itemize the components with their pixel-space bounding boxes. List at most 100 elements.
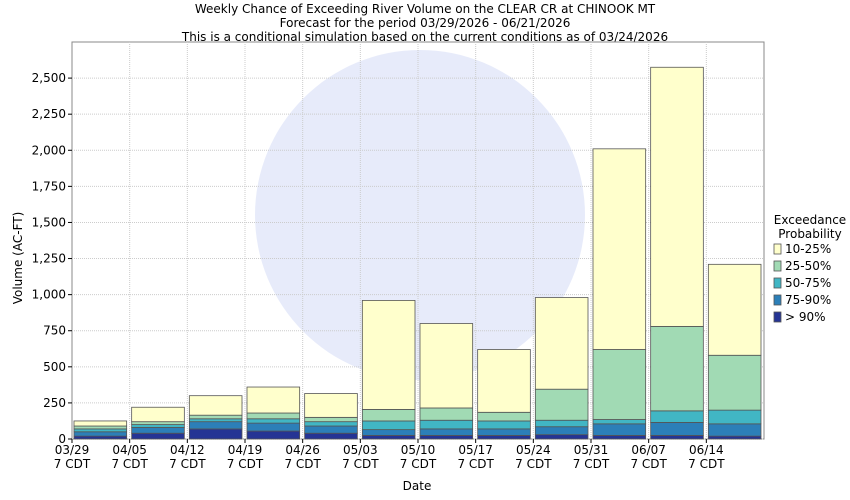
x-tick-label: 04/05 7 CDT [111, 443, 148, 471]
y-tick-label: 750 [43, 324, 66, 338]
x-tick-label: 03/29 7 CDT [54, 443, 91, 471]
bar-segment [131, 427, 185, 434]
bar-segment [650, 410, 704, 423]
bar-segment [419, 428, 474, 436]
y-tick-label: 250 [43, 396, 66, 410]
bar-segment [419, 419, 474, 430]
x-tick-label: 05/17 7 CDT [457, 443, 494, 471]
bar-segment [246, 386, 301, 414]
bar-segment [477, 428, 531, 436]
legend-label: 50-75% [785, 276, 831, 290]
bar-segment [361, 420, 416, 431]
bar-segment [131, 424, 185, 428]
bar-segment [304, 393, 358, 418]
x-tick-label: 04/19 7 CDT [227, 443, 264, 471]
x-tick-label: 06/14 7 CDT [688, 443, 725, 471]
bar-segment [188, 421, 243, 430]
x-tick-label: 05/31 7 CDT [573, 443, 610, 471]
legend-label: 75-90% [785, 293, 831, 307]
bar-segment [534, 434, 589, 440]
bar-segment [477, 434, 531, 440]
legend-swatch [773, 277, 782, 289]
bar-segment [592, 423, 647, 436]
bar-segment [419, 407, 474, 421]
legend-label: 25-50% [785, 259, 831, 273]
bar-segment [707, 263, 762, 356]
bar-segment [707, 435, 762, 440]
y-axis-label: Volume (AC-FT) [11, 212, 25, 305]
bar-segment [592, 349, 647, 420]
bar-segment [73, 435, 128, 440]
legend-swatch [773, 294, 782, 306]
bar-segment [592, 419, 647, 425]
y-tick-label: 0 [58, 432, 66, 446]
bar-segment [650, 325, 704, 412]
bar-segment [131, 421, 185, 425]
bar-segment [304, 425, 358, 434]
bar-segment [707, 423, 762, 437]
x-tick-label: 04/26 7 CDT [284, 443, 321, 471]
bar-segment [361, 429, 416, 436]
bar-segment [131, 432, 185, 440]
bar-segment [304, 432, 358, 440]
legend-title: Exceedance Probability [774, 213, 846, 241]
bar-segment [188, 418, 243, 423]
legend-swatch [773, 260, 782, 272]
bar-segment [650, 421, 704, 436]
bar-segment [188, 428, 243, 440]
bar-segment [188, 414, 243, 420]
bar-segment [707, 354, 762, 411]
chart-title: Weekly Chance of Exceeding River Volume … [181, 2, 668, 44]
bar-segment [419, 323, 474, 409]
bar-segment [534, 426, 589, 436]
x-tick-label: 06/07 7 CDT [630, 443, 667, 471]
legend-swatch [773, 243, 782, 255]
bar-segment [534, 297, 589, 390]
bar-segment [650, 434, 704, 440]
bar-segment [73, 431, 128, 437]
bar-segment [304, 421, 358, 427]
y-tick-label: 500 [43, 360, 66, 374]
y-tick-label: 1,250 [32, 252, 66, 266]
y-tick-label: 1,000 [32, 288, 66, 302]
bar-segment [73, 425, 128, 430]
y-tick-label: 2,500 [32, 71, 66, 85]
bar-segment [188, 395, 243, 416]
y-tick-label: 2,000 [32, 143, 66, 157]
bar-segment [477, 411, 531, 422]
bar-segment [361, 300, 416, 410]
bar-segment [246, 430, 301, 440]
bar-segment [534, 419, 589, 428]
legend-swatch [773, 311, 782, 323]
y-tick-label: 1,500 [32, 215, 66, 229]
bar-segment [246, 422, 301, 432]
bar-segment [477, 349, 531, 413]
x-tick-label: 05/03 7 CDT [342, 443, 379, 471]
bar-segment [131, 406, 185, 423]
bar-segment [477, 420, 531, 430]
bar-segment [650, 66, 704, 327]
y-tick-label: 2,250 [32, 107, 66, 121]
bar-segment [361, 434, 416, 440]
y-tick-label: 1,750 [32, 179, 66, 193]
watermark [255, 50, 585, 380]
noaa-logo [255, 50, 585, 380]
bar-segment [304, 416, 358, 423]
x-tick-label: 05/24 7 CDT [515, 443, 552, 471]
bar-segment [361, 409, 416, 422]
x-tick-label: 04/12 7 CDT [169, 443, 206, 471]
bar-segment [419, 434, 474, 440]
legend-label: > 90% [785, 310, 826, 324]
bar-segment [534, 388, 589, 421]
bar-segment [246, 412, 301, 420]
bar-segment [707, 409, 762, 425]
bar-segment [73, 428, 128, 433]
bar-segment [246, 418, 301, 424]
legend-label: 10-25% [785, 242, 831, 256]
bar-segment [592, 434, 647, 440]
bar-segment [592, 148, 647, 350]
x-axis-label: Date [403, 479, 432, 493]
x-tick-label: 05/10 7 CDT [400, 443, 437, 471]
bar-segment [73, 420, 128, 427]
